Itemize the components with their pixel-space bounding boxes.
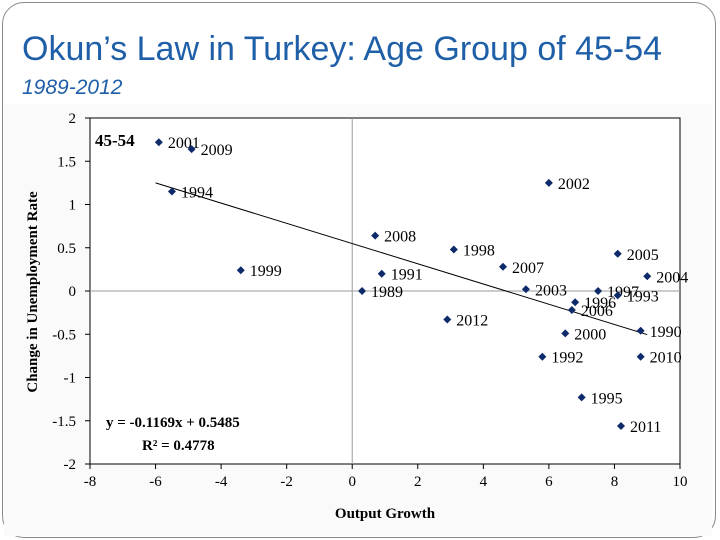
y-tick-label: 1.5: [57, 154, 76, 170]
data-point-1990: [636, 326, 645, 335]
point-label-1991: 1991: [391, 267, 423, 284]
point-label-2011: 2011: [630, 419, 661, 436]
y-tick-label: 1: [69, 198, 77, 214]
chart-title: 45-54: [95, 131, 135, 150]
tick-labels: -8 -6 -4 -2 0 2 4 6 8 10 2 1.5 1 0.5 0 -0.5 -1 -1.5 -2: [52, 111, 687, 490]
data-point-1998: [449, 245, 458, 254]
point-label-2003: 2003: [535, 282, 567, 299]
trendline: [155, 182, 648, 336]
data-point-1993: [613, 291, 622, 300]
point-label-2009: 2009: [201, 142, 233, 159]
y-tick-label: 0: [69, 284, 77, 300]
point-label-2006: 2006: [581, 303, 613, 320]
point-label-2007: 2007: [512, 260, 544, 277]
point-label-2012: 2012: [456, 313, 488, 330]
r-squared-label: R² = 0.4778: [142, 438, 215, 454]
slide-subtitle: 1989-2012: [22, 76, 123, 99]
point-label-2000: 2000: [574, 326, 606, 343]
x-tick-label: 6: [545, 474, 553, 490]
point-label-1992: 1992: [551, 350, 583, 367]
y-tick-label: -1.5: [52, 414, 76, 430]
x-tick-label: 2: [414, 474, 422, 490]
data-point-2012: [443, 315, 452, 324]
data-point-1994: [167, 187, 176, 196]
data-point-1996: [571, 298, 580, 307]
x-tick-label: 4: [480, 474, 488, 490]
point-label-1998: 1998: [463, 242, 495, 259]
data-point-2006: [567, 306, 576, 315]
data-point-2003: [521, 285, 530, 294]
y-tick-label: -1: [64, 371, 77, 387]
point-label-2004: 2004: [656, 269, 688, 286]
point-label-1995: 1995: [591, 390, 623, 407]
x-tick-label: 8: [611, 474, 619, 490]
data-point-2002: [544, 178, 553, 187]
point-label-1990: 1990: [650, 324, 682, 341]
point-label-1996: 1996: [584, 295, 616, 312]
data-point-1995: [577, 393, 586, 402]
x-tick-label: -6: [149, 474, 162, 490]
y-axis-label: Change in Unemployment Rate: [25, 191, 41, 393]
data-point-2008: [371, 231, 380, 240]
point-label-1997: 1997: [607, 284, 639, 301]
trendline-group: [155, 182, 648, 336]
data-point-2007: [499, 262, 507, 271]
data-point-2000: [561, 329, 570, 338]
point-label-2008: 2008: [384, 229, 416, 246]
point-label-2005: 2005: [627, 247, 659, 264]
data-point-1999: [236, 266, 245, 275]
data-point-1991: [377, 269, 386, 278]
point-label-1993: 1993: [627, 288, 659, 305]
x-tick-label: -4: [215, 474, 228, 490]
point-label-1999: 1999: [250, 263, 282, 280]
data-point-2011: [617, 421, 625, 430]
data-point-2001: [154, 138, 163, 147]
data-point-2005: [613, 249, 622, 258]
data-point-2010: [636, 352, 645, 361]
trendline-equation: y = -0.1169x + 0.5485: [106, 415, 240, 431]
x-axis-label: Output Growth: [335, 506, 436, 522]
data-point-1989: [358, 287, 367, 295]
data-point-2009: [187, 145, 196, 154]
y-tick-label: 2: [69, 111, 77, 127]
point-label-2010: 2010: [650, 350, 682, 367]
point-label-2002: 2002: [558, 176, 590, 193]
y-tick-label: -0.5: [52, 327, 76, 343]
data-point-2004: [643, 272, 652, 281]
y-tick-label: 0.5: [57, 241, 76, 257]
x-tick-label: -8: [84, 474, 97, 490]
data-point-1992: [538, 352, 547, 361]
y-tick-label: -2: [64, 457, 77, 473]
data-point-1997: [594, 287, 603, 295]
x-tick-label: -2: [280, 474, 293, 490]
point-label-1994: 1994: [181, 185, 213, 202]
slide-title: Okun’s Law in Turkey: Age Group of 45-54: [22, 30, 663, 68]
scatter-chart: -8 -6 -4 -2 0 2 4 6 8 10 2 1.5 1 0.5 0 -0.5 -1 -1.5 -2 200…: [25, 111, 688, 522]
chart-axes: [89, 117, 681, 465]
x-tick-label: 0: [348, 474, 356, 490]
point-label-1989: 1989: [371, 284, 403, 301]
chart-area: -8 -6 -4 -2 0 2 4 6 8 10 2 1.5 1 0.5 0 -0.5 -1 -1.5 -2 200…: [4, 104, 712, 536]
x-tick-label: 10: [673, 474, 688, 490]
